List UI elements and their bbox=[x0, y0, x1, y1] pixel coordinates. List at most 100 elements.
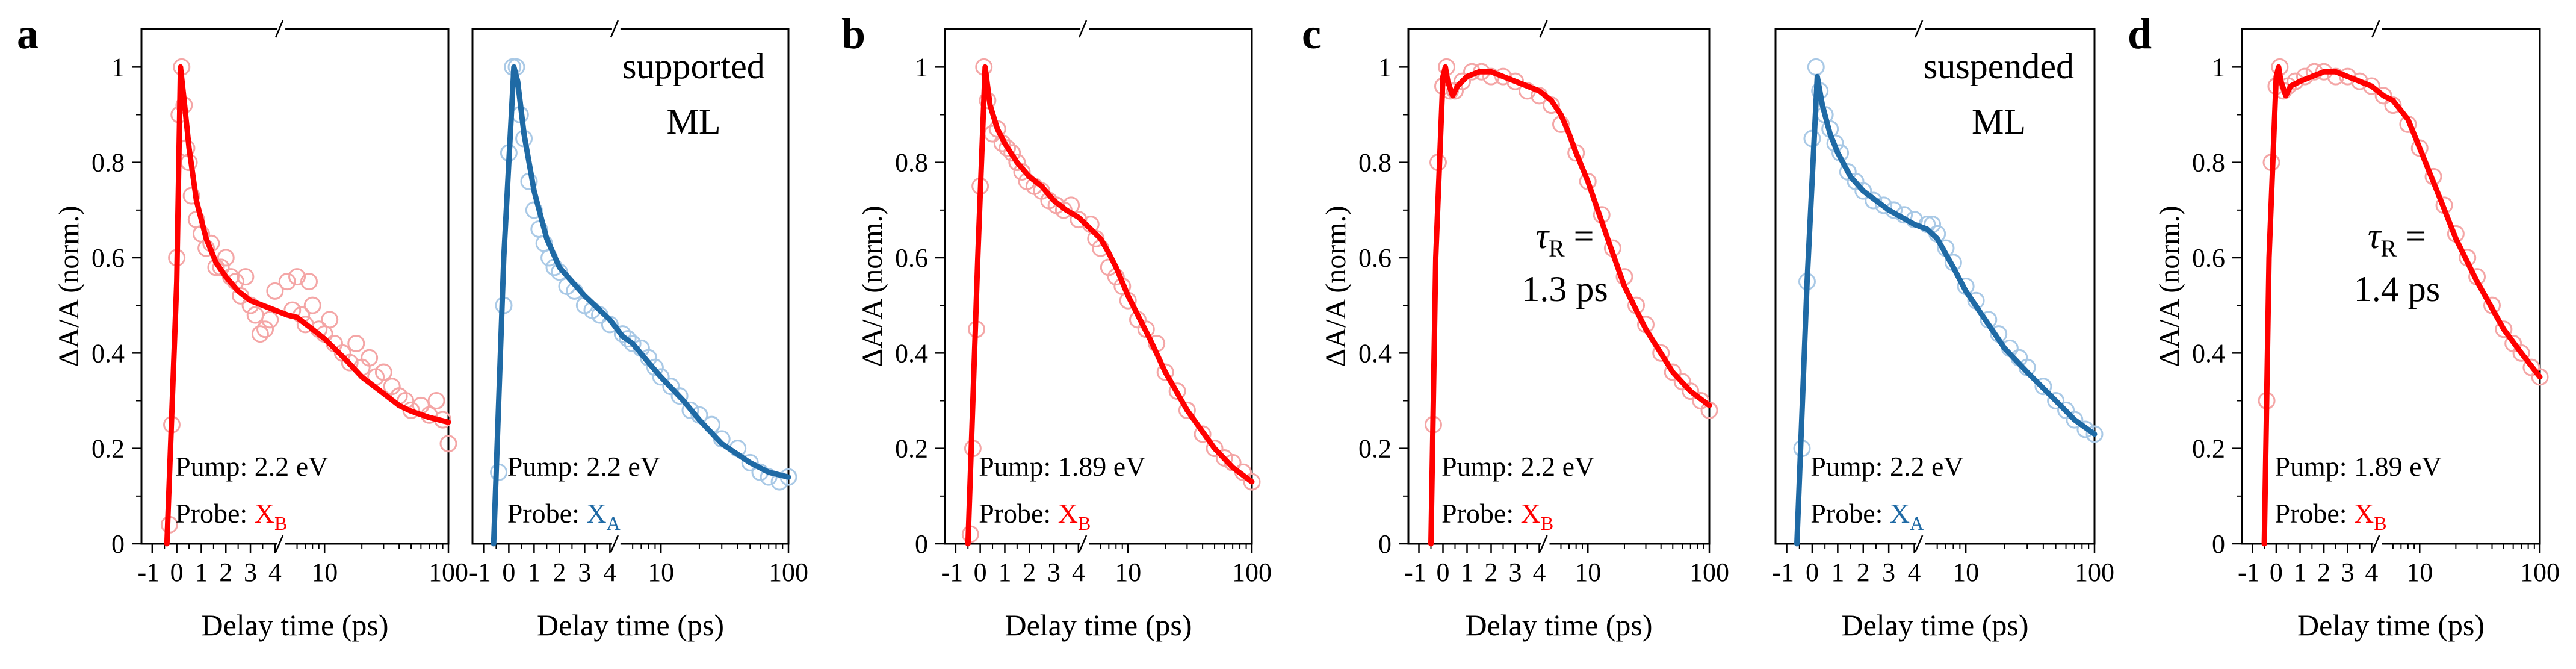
probe-state: X bbox=[255, 498, 274, 529]
data-point bbox=[300, 273, 318, 291]
data-point bbox=[613, 325, 631, 343]
x-tick-label: 0 bbox=[170, 558, 184, 587]
x-axis-label: Delay time (ps) bbox=[2297, 608, 2485, 642]
x-tick-label: 4 bbox=[1533, 558, 1546, 587]
data-point bbox=[2531, 368, 2549, 386]
x-tick-label: 100 bbox=[429, 558, 468, 587]
axis-break-mark bbox=[610, 535, 619, 553]
sample-label-line1: suspended bbox=[1924, 46, 2074, 86]
y-tick-label: 0.2 bbox=[1358, 434, 1392, 464]
data-point bbox=[1692, 392, 1710, 409]
data-point bbox=[1243, 473, 1261, 491]
x-tick-label: 100 bbox=[1689, 558, 1729, 587]
pump-label: Pump: 2.2 eV bbox=[1810, 451, 1963, 482]
x-tick-label: -1 bbox=[138, 558, 160, 587]
data-point bbox=[652, 368, 670, 386]
probe-label: Probe: XB bbox=[1441, 498, 1553, 534]
panel-letter: d bbox=[2128, 10, 2152, 58]
axis-break-gap bbox=[1916, 23, 1925, 35]
data-point bbox=[2362, 77, 2380, 95]
axis-break-gap bbox=[1916, 538, 1925, 550]
axis-break-gap bbox=[1080, 23, 1089, 35]
x-tick-label: 4 bbox=[2365, 558, 2378, 587]
x-tick-label: 3 bbox=[578, 558, 591, 587]
data-point bbox=[1454, 72, 1471, 90]
data-point bbox=[1206, 440, 1224, 458]
data-point bbox=[246, 306, 264, 324]
x-tick-label: 4 bbox=[268, 558, 282, 587]
data-point bbox=[2339, 67, 2357, 86]
x-tick-label: 10 bbox=[1574, 558, 1601, 587]
y-tick-label: 1 bbox=[2212, 52, 2225, 82]
probe-state-subscript: B bbox=[274, 512, 287, 534]
y-axis-label: ΔA/A (norm.) bbox=[53, 205, 85, 367]
x-tick-label: 3 bbox=[2341, 558, 2355, 587]
x-tick-label: 100 bbox=[769, 558, 808, 587]
x-tick-label: 0 bbox=[2270, 558, 2283, 587]
data-point bbox=[1156, 363, 1174, 381]
pump-label: Pump: 2.2 eV bbox=[507, 451, 660, 482]
y-tick-label: 1 bbox=[915, 52, 928, 82]
x-tick-label: 10 bbox=[311, 558, 338, 587]
x-tick-label: 3 bbox=[244, 558, 257, 587]
data-point bbox=[261, 311, 279, 329]
data-point bbox=[374, 363, 392, 381]
axis-break-gap bbox=[1541, 23, 1550, 35]
y-tick-label: 0.8 bbox=[91, 148, 125, 178]
x-tick-label: 1 bbox=[1831, 558, 1844, 587]
data-point bbox=[288, 268, 306, 286]
data-point bbox=[1854, 182, 1872, 200]
data-point bbox=[1494, 67, 1512, 86]
x-tick-label: 1 bbox=[527, 558, 540, 587]
tau-value: 1.4 ps bbox=[2354, 269, 2440, 309]
y-axis-label: ΔA/A (norm.) bbox=[856, 205, 888, 367]
y-tick-label: 0 bbox=[1378, 529, 1392, 559]
x-tick-label: 10 bbox=[648, 558, 674, 587]
probe-state: X bbox=[1058, 498, 1078, 529]
fit-line bbox=[491, 64, 791, 547]
y-tick-label: 0 bbox=[111, 529, 125, 559]
axis-break-gap bbox=[2373, 23, 2382, 35]
y-tick-label: 0.6 bbox=[91, 243, 125, 273]
data-point bbox=[670, 387, 689, 405]
data-point bbox=[2512, 344, 2530, 362]
axis-break-gap bbox=[611, 538, 621, 550]
data-point bbox=[2076, 420, 2095, 438]
x-tick-label: 1 bbox=[1461, 558, 1474, 587]
pump-label: Pump: 2.2 eV bbox=[175, 451, 328, 482]
axis-break-mark bbox=[610, 20, 619, 38]
axis-break-mark bbox=[2371, 20, 2380, 38]
data-point bbox=[999, 139, 1017, 157]
data-point bbox=[1682, 382, 1700, 400]
data-point bbox=[2057, 401, 2075, 419]
y-tick-label: 0.8 bbox=[2192, 148, 2225, 178]
data-point bbox=[1008, 154, 1026, 172]
data-point bbox=[1875, 196, 1893, 214]
data-point bbox=[2085, 425, 2104, 443]
x-tick-label: 0 bbox=[974, 558, 987, 587]
sample-label-line2: ML bbox=[667, 102, 721, 142]
probe-state-subscript: A bbox=[1910, 512, 1924, 534]
pump-label: Pump: 2.2 eV bbox=[1441, 451, 1594, 482]
x-tick-label: -1 bbox=[469, 558, 491, 587]
plot-frame bbox=[1407, 28, 1711, 545]
x-tick-label: 4 bbox=[1072, 558, 1085, 587]
axis-break-gap bbox=[1541, 538, 1550, 550]
panel-letter: b bbox=[841, 10, 865, 58]
y-tick-label: 0.4 bbox=[91, 338, 125, 368]
x-tick-label: -1 bbox=[941, 558, 964, 587]
probe-label: Probe: XB bbox=[2274, 498, 2386, 534]
x-tick-label: 100 bbox=[2075, 558, 2114, 587]
y-axis-label: ΔA/A (norm.) bbox=[1320, 205, 1352, 367]
probe-state-subscript: B bbox=[1078, 512, 1091, 534]
axis-break-mark bbox=[1078, 535, 1088, 553]
x-tick-label: 2 bbox=[1485, 558, 1498, 587]
probe-state: X bbox=[586, 498, 606, 529]
data-point bbox=[760, 468, 778, 486]
axis-break-mark bbox=[1539, 20, 1548, 38]
data-point bbox=[2384, 96, 2402, 114]
y-tick-label: 0.6 bbox=[895, 243, 928, 273]
probe-label: Probe: XA bbox=[1810, 498, 1924, 534]
